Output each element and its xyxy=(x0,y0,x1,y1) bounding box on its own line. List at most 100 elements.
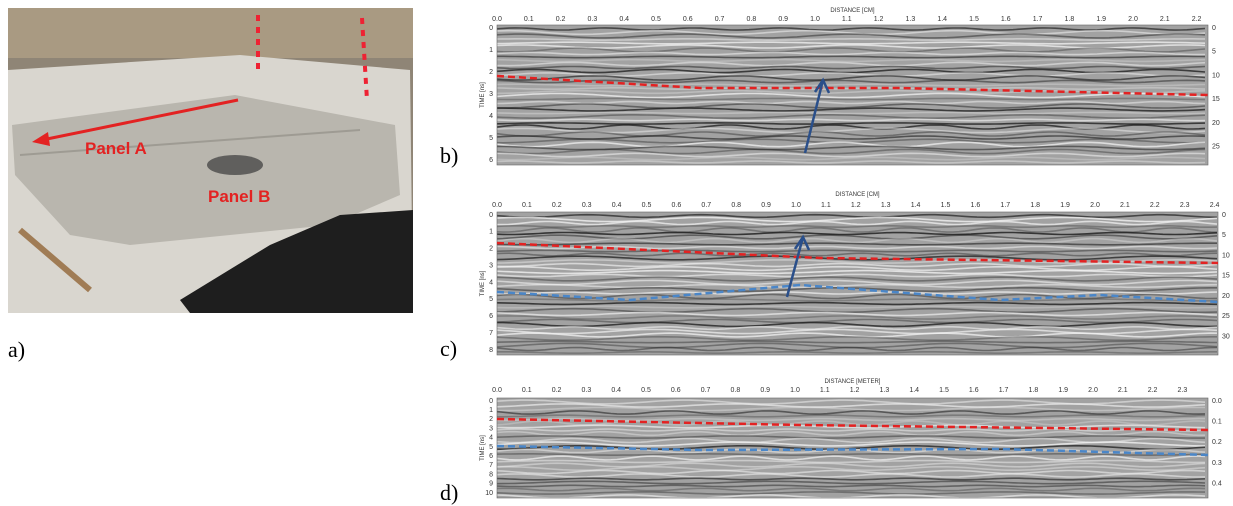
y-tick-label: 2 xyxy=(489,69,493,76)
x-tick-label: 0.5 xyxy=(651,16,661,23)
x-tick-label: 0.8 xyxy=(731,387,741,394)
stick xyxy=(18,227,92,293)
reflection-band xyxy=(496,286,1217,293)
reflection-band xyxy=(496,92,1206,99)
x-tick-label: 0.6 xyxy=(683,16,693,23)
x-tick-label: 1.5 xyxy=(939,387,949,394)
reflection-band xyxy=(497,417,1205,422)
reflection-band xyxy=(496,307,1218,314)
annotation: Panel B xyxy=(208,187,270,206)
reflection-band xyxy=(496,301,1218,306)
radargram: 0.0 0.1 0.2 0.3 0.4 0.5 0.6 0.7 0.8 0.9 1.0 1.1 1.2 1… xyxy=(440,8,1220,168)
reflection-band xyxy=(496,27,1206,31)
reflection-band xyxy=(496,335,1217,342)
x-axis-title: DISTANCE [METER] xyxy=(825,379,881,385)
reflection-band xyxy=(496,305,1218,309)
x-tick-label: 1.7 xyxy=(999,387,1009,394)
reflection-band xyxy=(496,410,1206,415)
reflection-band xyxy=(496,242,1217,246)
y2-tick-label: 30 xyxy=(1222,333,1230,340)
interpreted-horizon xyxy=(496,241,1219,265)
reflection-band xyxy=(496,428,1206,432)
reflection-band xyxy=(496,311,1218,317)
y2-tick-label: 0.3 xyxy=(1212,460,1222,467)
radargram-frame xyxy=(496,397,1209,499)
x-tick-label: 1.2 xyxy=(874,16,884,23)
reflection-band xyxy=(496,283,1218,289)
reflection-band xyxy=(496,160,1206,164)
y-tick-label: 5 xyxy=(489,444,493,451)
y2-tick-label: 5 xyxy=(1212,49,1216,56)
x-tick-label: 1.9 xyxy=(1058,387,1068,394)
y-tick-label: 0 xyxy=(489,25,493,32)
reflection-band xyxy=(496,68,1206,74)
radargram: 0.0 0.1 0.2 0.3 0.4 0.5 0.6 0.7 0.8 0.9 1.0 1.1 1.2 1… xyxy=(440,192,1230,361)
x-tick-label: 1.5 xyxy=(969,16,979,23)
y-tick-label: 1 xyxy=(489,47,493,54)
reflection-band xyxy=(496,148,1206,155)
y-tick-label: 3 xyxy=(489,91,493,98)
concrete-slab xyxy=(12,95,400,245)
x-tick-label: 0.9 xyxy=(761,202,771,209)
x-tick-label: 2.2 xyxy=(1192,16,1202,23)
x-tick-label: 2.4 xyxy=(1210,202,1220,209)
y-tick-label: 1 xyxy=(489,407,493,414)
reflection-band xyxy=(496,459,1205,464)
x-tick-label: 0.0 xyxy=(492,387,502,394)
reflection-band xyxy=(496,276,1218,282)
reflection-band xyxy=(496,121,1206,126)
x-tick-label: 1.8 xyxy=(1065,16,1075,23)
x-tick-label: 1.4 xyxy=(911,202,921,209)
x-tick-label: 0.2 xyxy=(556,16,566,23)
y-tick-label: 10 xyxy=(485,490,493,497)
interpreted-horizon xyxy=(496,444,1209,457)
y-tick-label: 6 xyxy=(489,453,493,460)
x-tick-label: 0.7 xyxy=(701,387,711,394)
reflection-band xyxy=(496,455,1206,461)
x-tick-label: 1.8 xyxy=(1030,202,1040,209)
x-tick-label: 0.3 xyxy=(582,202,592,209)
reflection-band xyxy=(496,346,1218,352)
reflection-band xyxy=(496,33,1206,39)
reflection-band xyxy=(496,255,1218,261)
reflection-band xyxy=(496,477,1206,481)
reflection-band xyxy=(496,100,1206,105)
x-tick-label: 2.1 xyxy=(1160,16,1170,23)
reflection-band xyxy=(496,430,1206,437)
black-plastic xyxy=(180,210,413,313)
y-tick-label: 2 xyxy=(489,416,493,423)
radargram-frame xyxy=(496,211,1219,356)
reflection-band xyxy=(497,107,1206,112)
reflection-band xyxy=(496,65,1206,70)
reflection-band xyxy=(497,321,1218,328)
reflection-band xyxy=(496,152,1206,158)
x-tick-label: 0.6 xyxy=(671,387,681,394)
x-tick-label: 2.2 xyxy=(1150,202,1160,209)
x-tick-label: 0.9 xyxy=(760,387,770,394)
reflection-band xyxy=(497,55,1206,59)
reflection-band xyxy=(496,480,1206,485)
interpreted-horizon xyxy=(496,74,1209,97)
y-tick-label: 4 xyxy=(489,435,493,442)
reflection-band xyxy=(496,252,1218,257)
y2-tick-label: 5 xyxy=(1222,232,1226,239)
reflection-band xyxy=(497,103,1206,109)
x-tick-label: 2.0 xyxy=(1088,387,1098,394)
y-tick-label: 8 xyxy=(489,347,493,354)
reflection-band xyxy=(496,435,1205,439)
arrowhead xyxy=(813,77,831,94)
reflection-band xyxy=(496,494,1206,499)
reflection-band xyxy=(496,332,1218,338)
y-tick-label: 7 xyxy=(489,462,493,469)
y2-tick-label: 20 xyxy=(1212,120,1220,127)
x-tick-label: 0.2 xyxy=(552,387,562,394)
x-tick-label: 2.1 xyxy=(1118,387,1128,394)
reflection-band xyxy=(496,406,1205,412)
reflection-band xyxy=(497,414,1206,418)
dark-patch xyxy=(207,155,263,175)
y-tick-label: 3 xyxy=(489,425,493,432)
x-tick-label: 1.2 xyxy=(851,202,861,209)
y2-tick-label: 20 xyxy=(1222,293,1230,300)
reflection-band xyxy=(496,469,1206,475)
